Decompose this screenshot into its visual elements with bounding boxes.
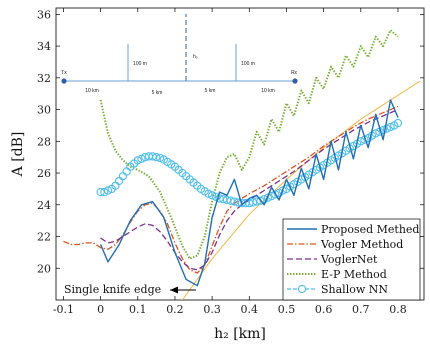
data-point [207,191,217,200]
data-point [100,187,109,197]
inset-height-label-1: 100 m [133,61,147,67]
x-tick-label: 0.2 [166,303,184,316]
legend-marker-shallow-nn [297,284,307,294]
data-point [155,153,165,163]
inset-tx-dot [61,78,67,84]
x-tick-label: 0.4 [241,303,259,316]
inset-tx-label: Tx [61,70,67,76]
legend-label-voglernet: VoglerNet [320,253,378,266]
series-layer [63,29,421,300]
inset-diagram: Tx Rx h₂ 100 m 100 m 10 km 5 km 5 km 10 km [61,14,298,96]
series-line-vogler-method [63,105,399,274]
y-tick-label: 30 [37,104,51,117]
y-tick-label: 34 [37,40,51,53]
data-point [393,118,403,128]
annotation-text: Single knife edge [64,283,161,296]
x-tick-label: 0.7 [352,303,370,316]
legend-label-vogler-method: Vogler Method [320,238,403,251]
x-tick-label: 0.3 [203,303,221,316]
data-point [152,153,161,162]
data-point [133,156,142,165]
legend-label-proposed-methed: Proposed Methed [321,223,419,236]
y-axis-label: A [dB] [10,132,26,178]
x-tick-label: -0.1 [53,303,74,316]
series-line-e-p-method [99,29,399,260]
inset-rx-label: Rx [291,70,298,76]
inset-dist-label-3: 5 km [205,88,216,94]
annotation: Single knife edge [64,283,196,296]
inset-h2-label: h₂ [193,54,198,60]
x-tick-label: 0 [97,303,104,316]
series-line-voglernet [100,109,399,271]
x-tick-label: 0.1 [129,303,147,316]
y-tick-label: 26 [37,167,51,180]
data-point [271,190,280,199]
data-point [103,186,113,195]
data-point [256,196,265,205]
y-tick-label: 24 [37,199,51,212]
x-tick-label: 0.6 [315,303,333,316]
x-tick-label: 0.8 [389,303,407,316]
annotation-arrow-head [170,286,178,294]
inset-height-label-2: 100 m [241,61,255,67]
series-line-proposed-methed [99,99,399,287]
inset-dist-label-1: 10 km [85,88,99,94]
ticks-layer: -0.1 0 0.1 0.2 0.3 0.4 0.5 0.6 0.7 0.8 20 22 24 26 28 3… [37,8,424,316]
inset-dist-label-2: 5 km [152,90,163,96]
inset-dist-label-4: 10 km [261,88,275,94]
x-tick-label: 0.5 [278,303,296,316]
data-point [211,192,220,201]
legend-label-shallow-nn: Shallow NN [321,283,388,296]
data-point [204,189,213,198]
data-point [382,124,391,133]
y-tick-label: 20 [37,262,51,275]
data-point [137,154,146,163]
data-point [386,122,395,132]
inset-rx-dot [292,78,298,84]
x-axis-label: h₂ [km] [214,326,266,342]
data-point [278,186,287,195]
data-point [252,197,261,206]
y-tick-label: 32 [37,72,51,85]
y-tick-label: 28 [37,135,51,148]
data-point [378,126,388,135]
legend: Proposed Methed Vogler Method VoglerNet E-P… [282,218,421,301]
legend-label-e-p-method: E-P Method [321,268,387,281]
data-point [263,193,273,202]
y-tick-label: 22 [37,231,51,244]
y-tick-label: 36 [37,8,51,21]
